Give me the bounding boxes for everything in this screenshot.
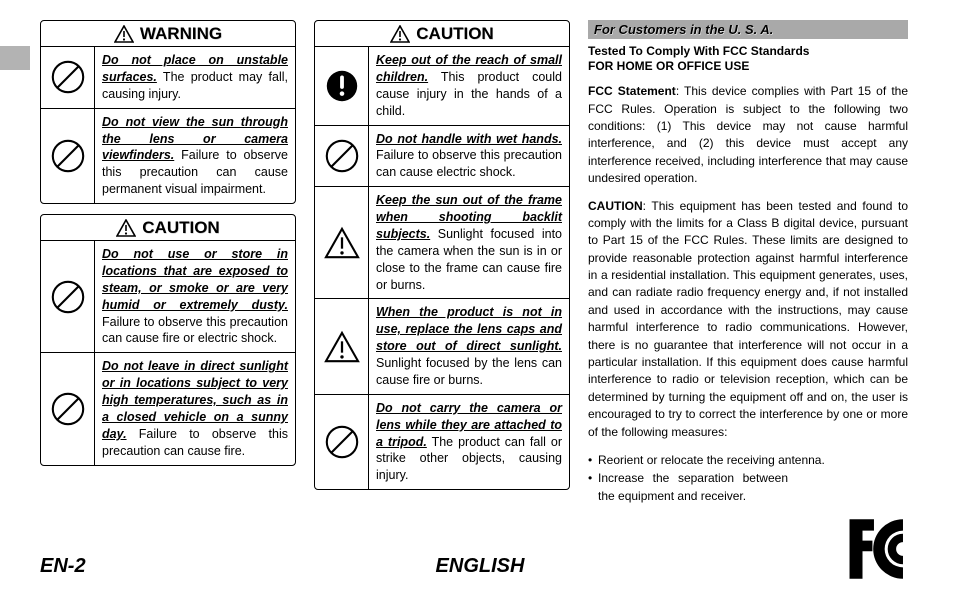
- measure-item: Reorient or relocate the receiving anten…: [588, 451, 908, 469]
- prohibit-icon: [315, 126, 369, 187]
- prohibit-icon: [41, 109, 95, 203]
- prohibit-icon: [41, 241, 95, 352]
- caution-box-1: CAUTION Do not use or store in locations…: [40, 214, 296, 466]
- warning-title: WARNING: [140, 24, 222, 44]
- warning-header: WARNING: [41, 21, 295, 47]
- prohibit-icon: [41, 353, 95, 464]
- page-number: EN-2: [40, 555, 86, 578]
- fcc-statement: FCC Statement: This device complies with…: [588, 83, 908, 187]
- prohibit-icon: [41, 47, 95, 108]
- caution-text: Do not leave in direct sunlight or in lo…: [95, 353, 295, 464]
- caution-text: When the product is not in use, replace …: [369, 299, 569, 393]
- usa-header-bar: For Customers in the U. S. A.: [588, 20, 908, 39]
- caution-row: Do not use or store in locations that ar…: [41, 241, 295, 353]
- caution-text: Do not carry the camera or lens while th…: [369, 395, 569, 489]
- exclamation-circle-icon: [315, 47, 369, 125]
- language-label: ENGLISH: [436, 555, 525, 578]
- column-3: For Customers in the U. S. A. Tested To …: [588, 20, 908, 505]
- caution2-title: CAUTION: [416, 24, 493, 44]
- warning-triangle-icon: [315, 299, 369, 393]
- fcc-logo-icon: [848, 517, 932, 586]
- caution-row: Do not handle with wet hands. Failure to…: [315, 126, 569, 188]
- page: WARNING Do not place on unstable surface…: [40, 20, 940, 584]
- page-footer: EN-2 ENGLISH: [40, 555, 920, 578]
- warning-text: Do not view the sun through the lens or …: [95, 109, 295, 203]
- caution-row: Keep out of the reach of small children.…: [315, 47, 569, 126]
- caution-row: Keep the sun out of the frame when shoot…: [315, 187, 569, 299]
- tested-label: Tested To Comply With FCC Standards: [588, 43, 908, 59]
- warning-triangle-icon: [116, 219, 136, 237]
- warning-row: Do not view the sun through the lens or …: [41, 109, 295, 203]
- warning-text: Do not place on unstable surfaces. The p…: [95, 47, 295, 108]
- measure-item: Increase the separation between the equi…: [588, 469, 788, 505]
- caution-header: CAUTION: [315, 21, 569, 47]
- caution-row: Do not carry the camera or lens while th…: [315, 395, 569, 489]
- column-2: CAUTION Keep out of the reach of small c…: [314, 20, 570, 505]
- column-1: WARNING Do not place on unstable surface…: [40, 20, 296, 505]
- caution-text: Do not use or store in locations that ar…: [95, 241, 295, 352]
- warning-box: WARNING Do not place on unstable surface…: [40, 20, 296, 204]
- warning-triangle-icon: [315, 187, 369, 298]
- caution-text: Do not handle with wet hands. Failure to…: [369, 126, 569, 187]
- warning-triangle-icon: [114, 25, 134, 43]
- caution-header: CAUTION: [41, 215, 295, 241]
- caution-text: Keep the sun out of the frame when shoot…: [369, 187, 569, 298]
- caution-row: When the product is not in use, replace …: [315, 299, 569, 394]
- home-office-label: FOR HOME OR OFFICE USE: [588, 59, 908, 73]
- prohibit-icon: [315, 395, 369, 489]
- caution-text: Keep out of the reach of small children.…: [369, 47, 569, 125]
- side-tab: [0, 46, 30, 70]
- measures-list: Reorient or relocate the receiving anten…: [588, 451, 908, 505]
- warning-row: Do not place on unstable surfaces. The p…: [41, 47, 295, 109]
- caution1-title: CAUTION: [142, 218, 219, 238]
- caution-box-2: CAUTION Keep out of the reach of small c…: [314, 20, 570, 490]
- caution-row: Do not leave in direct sunlight or in lo…: [41, 353, 295, 464]
- fcc-caution: CAUTION: This equipment has been tested …: [588, 198, 908, 441]
- warning-triangle-icon: [390, 25, 410, 43]
